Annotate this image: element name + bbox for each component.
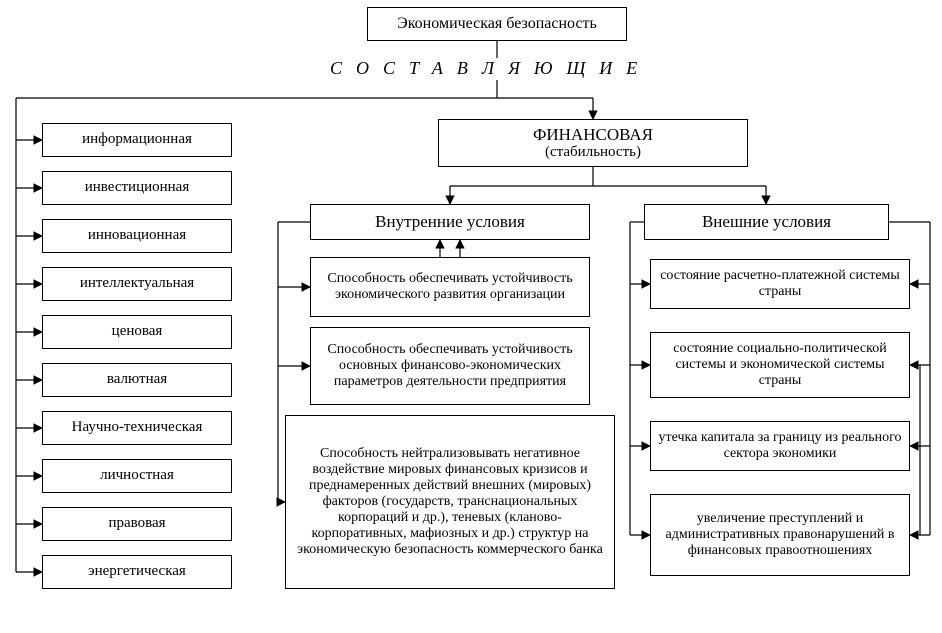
external-block-text: увеличение преступлений и административн… bbox=[657, 511, 903, 559]
diagram-stage: Экономическая безопасность СОСТАВЛЯЮЩИЕ ин… bbox=[0, 0, 942, 633]
left-item-label: личностная bbox=[100, 467, 174, 484]
external-block-0: состояние расчетно-платежной системы стр… bbox=[650, 259, 910, 309]
financial-box: ФИНАНСОВАЯ(стабильность) bbox=[438, 119, 748, 167]
left-item-7: личностная bbox=[42, 459, 232, 493]
left-item-8: правовая bbox=[42, 507, 232, 541]
left-item-label: правовая bbox=[108, 515, 165, 532]
left-item-1: инвестиционная bbox=[42, 171, 232, 205]
subtitle: СОСТАВЛЯЮЩИЕ bbox=[330, 58, 651, 79]
internal-header-text: Внутренние условия bbox=[375, 212, 525, 232]
left-item-5: валютная bbox=[42, 363, 232, 397]
external-block-1: состояние социально-политической системы… bbox=[650, 332, 910, 398]
left-item-label: ценовая bbox=[112, 323, 163, 340]
external-header-text: Внешние условия bbox=[702, 212, 831, 232]
left-item-label: инвестиционная bbox=[85, 179, 190, 196]
left-item-3: интеллектуальная bbox=[42, 267, 232, 301]
financial-line2: (стабильность) bbox=[533, 144, 653, 161]
internal-block-2: Способность нейтрализовывать негативное … bbox=[285, 415, 615, 589]
internal-header: Внутренние условия bbox=[310, 204, 590, 240]
external-header: Внешние условия bbox=[644, 204, 889, 240]
title-text: Экономическая безопасность bbox=[397, 15, 597, 33]
external-block-3: увеличение преступлений и административн… bbox=[650, 494, 910, 576]
internal-block-1: Способность обеспечивать устойчивость ос… bbox=[310, 327, 590, 405]
left-item-2: инновационная bbox=[42, 219, 232, 253]
left-item-label: энергетическая bbox=[88, 563, 186, 580]
left-item-label: информационная bbox=[82, 131, 192, 148]
internal-block-0: Способность обеспечивать устойчивость эк… bbox=[310, 257, 590, 317]
left-item-9: энергетическая bbox=[42, 555, 232, 589]
left-item-label: инновационная bbox=[88, 227, 186, 244]
external-block-text: утечка капитала за границу из реального … bbox=[657, 430, 903, 462]
financial-line1: ФИНАНСОВАЯ bbox=[533, 125, 653, 145]
left-item-label: валютная bbox=[107, 371, 167, 388]
left-item-6: Научно-техническая bbox=[42, 411, 232, 445]
internal-block-text: Способность обеспечивать устойчивость эк… bbox=[317, 271, 583, 303]
left-item-label: интеллектуальная bbox=[80, 275, 194, 292]
left-item-0: информационная bbox=[42, 123, 232, 157]
external-block-text: состояние социально-политической системы… bbox=[657, 341, 903, 389]
left-item-label: Научно-техническая bbox=[72, 419, 203, 436]
title-box: Экономическая безопасность bbox=[367, 7, 627, 41]
internal-block-text: Способность обеспечивать устойчивость ос… bbox=[317, 342, 583, 390]
external-block-2: утечка капитала за границу из реального … bbox=[650, 421, 910, 471]
external-block-text: состояние расчетно-платежной системы стр… bbox=[657, 268, 903, 300]
internal-block-text: Способность нейтрализовывать негативное … bbox=[292, 446, 608, 559]
left-item-4: ценовая bbox=[42, 315, 232, 349]
